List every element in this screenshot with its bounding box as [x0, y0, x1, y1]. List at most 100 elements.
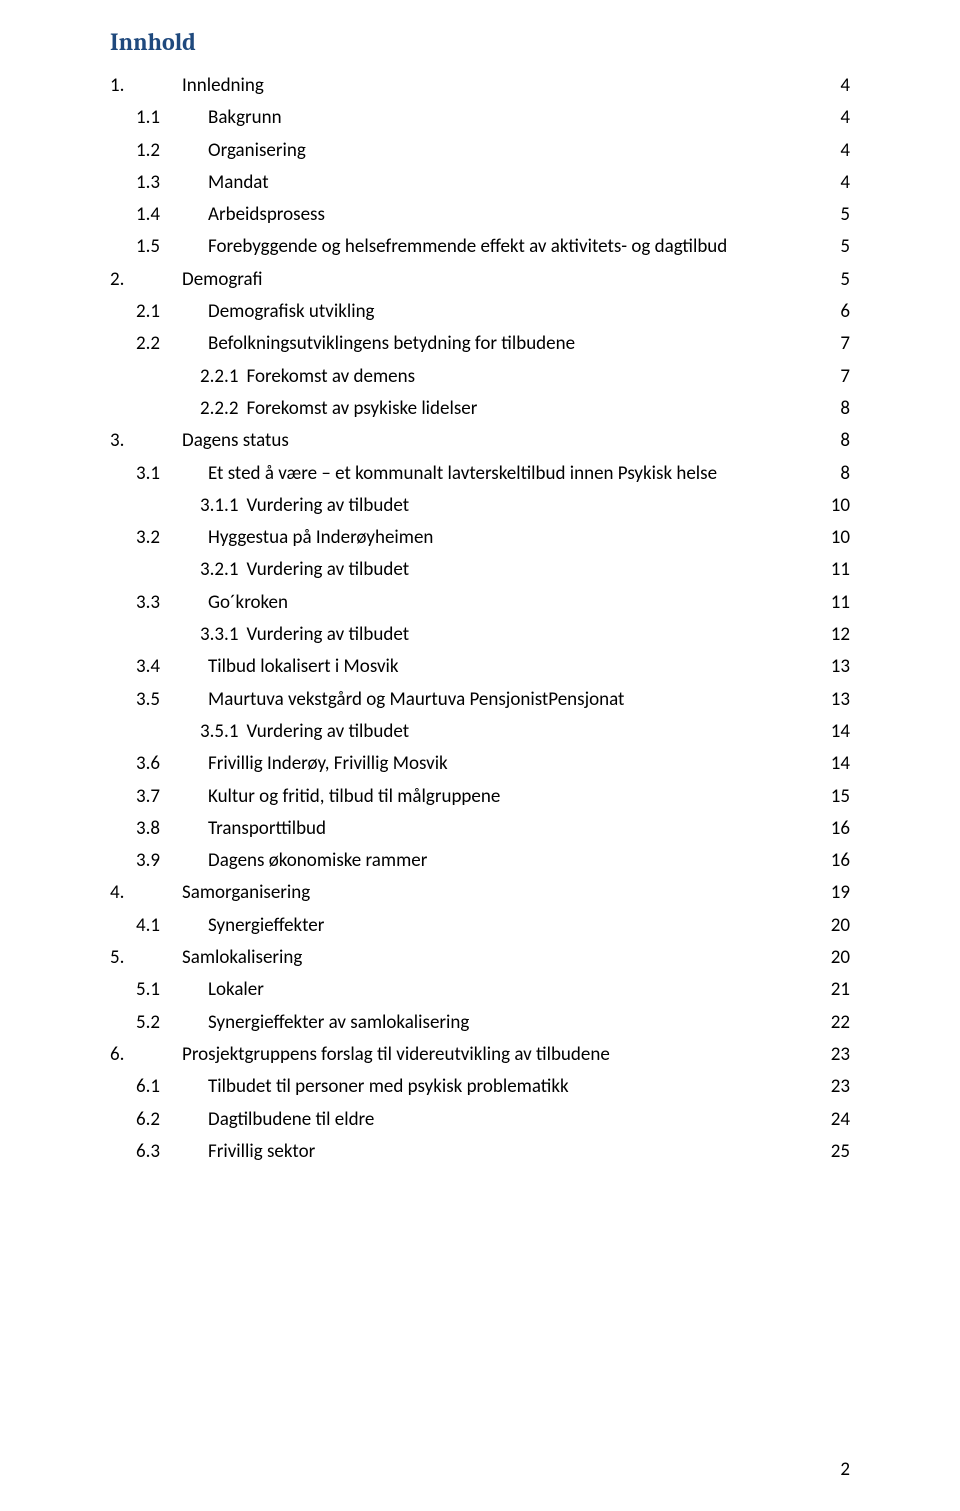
toc-entry-page: 16 — [827, 845, 850, 877]
toc-entry[interactable]: 2.1Demografisk utvikling 6 — [110, 296, 850, 328]
toc-entry-text: Go´kroken — [208, 587, 288, 619]
toc-entry[interactable]: 3.6Frivillig Inderøy, Frivillig Mosvik14 — [110, 748, 850, 780]
toc-entry-number: 3.8 — [136, 813, 208, 845]
toc-entry[interactable]: 5.Samlokalisering 20 — [110, 942, 850, 974]
toc-entry-text: Prosjektgruppens forslag til videreutvik… — [182, 1039, 610, 1071]
toc-entry-text: Vurdering av tilbudet — [246, 716, 409, 748]
toc-entry[interactable]: 6.3Frivillig sektor25 — [110, 1136, 850, 1168]
toc-entry-page: 10 — [827, 522, 850, 554]
toc-entry-number: 3.3 — [136, 587, 208, 619]
toc-entry-page: 24 — [827, 1104, 850, 1136]
toc-entry-text: Frivillig sektor — [208, 1136, 315, 1168]
toc-entry-page: 19 — [827, 877, 850, 909]
toc-entry[interactable]: 3.2.1Vurdering av tilbudet11 — [200, 554, 850, 586]
toc-entry[interactable]: 3.Dagens status8 — [110, 425, 850, 457]
toc-entry-number: 1.4 — [136, 199, 208, 231]
toc-entry-text: Dagens status — [182, 425, 289, 457]
toc-entry-text: Tilbudet til personer med psykisk proble… — [208, 1071, 569, 1103]
toc-entry-text: Vurdering av tilbudet — [246, 554, 409, 586]
toc-entry[interactable]: 3.3.1Vurdering av tilbudet12 — [200, 619, 850, 651]
toc-entry[interactable]: 3.2Hyggestua på Inderøyheimen 10 — [110, 522, 850, 554]
toc-entry[interactable]: 3.1Et sted å være – et kommunalt lavters… — [110, 458, 850, 490]
toc-entry[interactable]: 3.7Kultur og fritid, tilbud til målgrupp… — [110, 781, 850, 813]
toc-entry[interactable]: 1.2Organisering4 — [110, 135, 850, 167]
toc-entry-number: 3.3.1 — [200, 619, 246, 651]
toc-entry[interactable]: 4.Samorganisering19 — [110, 877, 850, 909]
toc-entry[interactable]: 3.5Maurtuva vekstgård og Maurtuva Pensjo… — [110, 684, 850, 716]
toc-entry[interactable]: 6.1Tilbudet til personer med psykisk pro… — [110, 1071, 850, 1103]
toc-entry-number: 1.1 — [136, 102, 208, 134]
toc-entry-page: 11 — [827, 554, 850, 586]
toc-entry-number: 1.3 — [136, 167, 208, 199]
toc-entry-number: 3.7 — [136, 781, 208, 813]
toc-entry-number: 2.2 — [136, 328, 208, 360]
toc-entry-page: 20 — [827, 942, 850, 974]
toc-entry[interactable]: 2.2.1Forekomst av demens7 — [200, 361, 850, 393]
toc-entry-page: 5 — [836, 264, 850, 296]
toc-entry-page: 4 — [836, 102, 850, 134]
toc-entry-number: 3.2 — [136, 522, 208, 554]
toc-entry-number: 3.5 — [136, 684, 208, 716]
toc-entry-text: Hyggestua på Inderøyheimen — [208, 522, 433, 554]
toc-entry-text: Samorganisering — [182, 877, 310, 909]
toc-entry-number: 5.2 — [136, 1007, 208, 1039]
toc-entry-number: 6.2 — [136, 1104, 208, 1136]
toc-entry[interactable]: 2.2Befolkningsutviklingens betydning for… — [110, 328, 850, 360]
toc-entry-number: 1.2 — [136, 135, 208, 167]
toc-entry[interactable]: 1.Innledning4 — [110, 70, 850, 102]
toc-entry-page: 14 — [827, 748, 850, 780]
toc-entry-text: Transporttilbud — [208, 813, 326, 845]
toc-entry-number: 2.2.1 — [200, 361, 246, 393]
toc-entry[interactable]: 1.5Forebyggende og helsefremmende effekt… — [110, 231, 850, 263]
toc-entry[interactable]: 3.9Dagens økonomiske rammer 16 — [110, 845, 850, 877]
toc-entry-page: 6 — [836, 296, 850, 328]
toc-entry-text: Forekomst av demens — [246, 361, 415, 393]
toc-entry-page: 11 — [827, 587, 850, 619]
toc-entry-text: Demografisk utvikling — [208, 296, 375, 328]
toc-entry-number: 3.1 — [136, 458, 208, 490]
toc-entry-number: 3.1.1 — [200, 490, 246, 522]
toc-entry-text: Frivillig Inderøy, Frivillig Mosvik — [208, 748, 448, 780]
toc-entry-page: 8 — [836, 458, 850, 490]
toc-entry-page: 23 — [827, 1039, 850, 1071]
toc-entry-page: 4 — [836, 135, 850, 167]
toc-entry[interactable]: 3.5.1Vurdering av tilbudet14 — [200, 716, 850, 748]
toc-entry-text: Lokaler — [208, 974, 264, 1006]
toc-entry-number: 2.1 — [136, 296, 208, 328]
toc-entry-number: 5. — [110, 942, 182, 974]
toc-entry[interactable]: 3.4Tilbud lokalisert i Mosvik13 — [110, 651, 850, 683]
toc-entry[interactable]: 5.1Lokaler21 — [110, 974, 850, 1006]
toc-entry[interactable]: 2.Demografi 5 — [110, 264, 850, 296]
toc-entry-page: 16 — [827, 813, 850, 845]
toc-list: 1.Innledning41.1Bakgrunn41.2Organisering… — [110, 70, 850, 1168]
toc-entry[interactable]: 2.2.2Forekomst av psykiske lidelser8 — [200, 393, 850, 425]
toc-entry[interactable]: 5.2Synergieffekter av samlokalisering22 — [110, 1007, 850, 1039]
toc-entry[interactable]: 3.1.1Vurdering av tilbudet10 — [200, 490, 850, 522]
toc-entry-number: 5.1 — [136, 974, 208, 1006]
toc-entry[interactable]: 6.2Dagtilbudene til eldre24 — [110, 1104, 850, 1136]
toc-entry-text: Tilbud lokalisert i Mosvik — [208, 651, 399, 683]
toc-entry-text: Demografi — [182, 264, 263, 296]
toc-entry[interactable]: 1.4Arbeidsprosess5 — [110, 199, 850, 231]
toc-entry-page: 7 — [836, 328, 850, 360]
toc-entry-page: 20 — [827, 910, 850, 942]
toc-entry[interactable]: 1.3Mandat4 — [110, 167, 850, 199]
toc-entry[interactable]: 3.8Transporttilbud 16 — [110, 813, 850, 845]
toc-entry-text: Samlokalisering — [182, 942, 302, 974]
toc-entry[interactable]: 3.3Go´kroken 11 — [110, 587, 850, 619]
toc-entry-page: 22 — [827, 1007, 850, 1039]
toc-entry[interactable]: 1.1Bakgrunn4 — [110, 102, 850, 134]
toc-entry-number: 1. — [110, 70, 182, 102]
toc-entry-text: Forebyggende og helsefremmende effekt av… — [208, 231, 727, 263]
toc-entry[interactable]: 4.1Synergieffekter20 — [110, 910, 850, 942]
toc-entry-number: 6. — [110, 1039, 182, 1071]
toc-entry-page: 8 — [836, 393, 850, 425]
toc-entry[interactable]: 6.Prosjektgruppens forslag til videreutv… — [110, 1039, 850, 1071]
toc-entry-number: 3.9 — [136, 845, 208, 877]
toc-entry-number: 4.1 — [136, 910, 208, 942]
document-page: Innhold 1.Innledning41.1Bakgrunn41.2Orga… — [0, 0, 960, 1511]
toc-entry-number: 2. — [110, 264, 182, 296]
toc-title: Innhold — [110, 28, 850, 56]
toc-entry-text: Dagens økonomiske rammer — [208, 845, 427, 877]
toc-entry-page: 10 — [827, 490, 850, 522]
